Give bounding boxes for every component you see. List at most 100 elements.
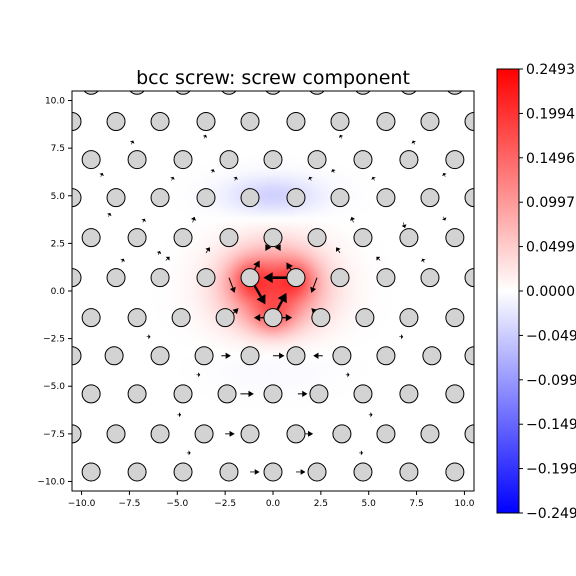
atom	[420, 188, 440, 208]
atom	[399, 150, 419, 170]
displacement-arrow	[442, 172, 447, 177]
colorbar: 0.2493 0.1994 0.1496 0.0997 0.0499 0.0000 −0.0…	[496, 62, 576, 522]
y-tick-label: −10.0	[37, 477, 65, 487]
x-tick-label: 2.5	[314, 499, 328, 509]
atom	[464, 424, 474, 444]
atom	[263, 308, 283, 328]
displacement-arrow	[240, 390, 254, 397]
atom	[353, 462, 373, 482]
atom	[196, 111, 216, 131]
atom	[376, 268, 396, 288]
atom	[286, 346, 306, 366]
displacement-arrow	[335, 247, 341, 254]
atom	[173, 462, 193, 482]
displacement-arrow	[273, 352, 285, 359]
atom	[332, 424, 352, 444]
atom	[401, 91, 417, 95]
displacement-arrow	[411, 140, 417, 145]
atom	[399, 308, 419, 328]
atom	[240, 111, 260, 131]
atom	[194, 346, 214, 366]
y-axis: −10.0 −7.5 −5.0 −2.5 0.0 2.5 5.0 7.5 10.0	[37, 97, 72, 487]
atom	[445, 384, 465, 404]
atom	[445, 150, 465, 170]
atom	[127, 462, 147, 482]
x-tick-label: −2.5	[214, 499, 236, 509]
atom	[219, 462, 239, 482]
colorbar-tick-label: −0.0997	[526, 373, 576, 389]
x-tick-label: 10.0	[454, 499, 474, 509]
displacement-arrow	[165, 256, 170, 261]
atom	[171, 308, 191, 328]
displacement-arrow	[225, 430, 235, 437]
atom	[81, 150, 101, 170]
atom	[420, 111, 440, 131]
displacement-arrow	[177, 412, 182, 418]
atom	[240, 188, 260, 208]
displacement-arrow	[186, 450, 191, 456]
atom	[72, 188, 82, 208]
y-tick-label: −5.0	[43, 382, 65, 392]
displacement-arrow	[205, 247, 211, 254]
atom	[81, 308, 101, 328]
atom	[215, 308, 235, 328]
colorbar-tick-label: −0.0499	[526, 328, 576, 344]
displacement-arrow	[129, 140, 135, 145]
displacement-arrow	[156, 251, 162, 255]
atom	[81, 384, 101, 404]
atom	[173, 384, 193, 404]
displacement-arrow	[308, 176, 313, 181]
atom	[307, 462, 327, 482]
atom	[286, 111, 306, 131]
colorbar-tick-label: 0.0499	[526, 240, 575, 256]
atom	[150, 424, 170, 444]
atom	[72, 424, 82, 444]
y-tick-label: −7.5	[43, 430, 65, 440]
x-tick-label: −7.5	[118, 499, 140, 509]
atom	[104, 346, 124, 366]
atom	[240, 424, 260, 444]
atom	[445, 228, 465, 248]
atom	[265, 91, 281, 95]
displacement-arrow	[331, 169, 336, 174]
displacement-arrow	[297, 390, 308, 397]
atom	[81, 462, 101, 482]
displacement-arrow	[295, 469, 306, 475]
displacement-arrow	[196, 372, 201, 378]
atom	[127, 228, 147, 248]
atom	[81, 228, 101, 248]
atom	[355, 308, 375, 328]
atom	[353, 150, 373, 170]
atom	[106, 424, 126, 444]
atom	[129, 91, 145, 95]
atom	[72, 268, 82, 288]
colorbar-tick-label: 0.1994	[526, 106, 575, 122]
atom	[217, 384, 237, 404]
displacement-arrow	[310, 277, 318, 293]
atom	[445, 462, 465, 482]
atom	[353, 384, 373, 404]
atom	[445, 308, 465, 328]
x-tick-label: 7.5	[409, 499, 423, 509]
atom	[150, 111, 170, 131]
displacement-arrow	[371, 176, 376, 181]
atom	[263, 384, 283, 404]
atom	[150, 268, 170, 288]
atom	[286, 188, 306, 208]
atom	[464, 268, 474, 288]
atom	[464, 346, 474, 366]
atom	[150, 188, 170, 208]
atom	[173, 150, 193, 170]
colorbar-tick-label: −0.1496	[526, 417, 576, 433]
atom	[464, 188, 474, 208]
atom	[72, 111, 82, 131]
displacement-arrow	[210, 169, 215, 174]
colorbar-tick-label: −0.2493	[526, 506, 576, 522]
x-axis: −10.0 −7.5 −5.0 −2.5 0.0 2.5 5.0 7.5 10.0	[68, 491, 475, 509]
atom	[464, 111, 474, 131]
atom	[196, 188, 216, 208]
displacement-arrow	[190, 216, 196, 223]
atom	[307, 150, 327, 170]
atom	[422, 346, 442, 366]
y-tick-label: 10.0	[45, 97, 65, 107]
